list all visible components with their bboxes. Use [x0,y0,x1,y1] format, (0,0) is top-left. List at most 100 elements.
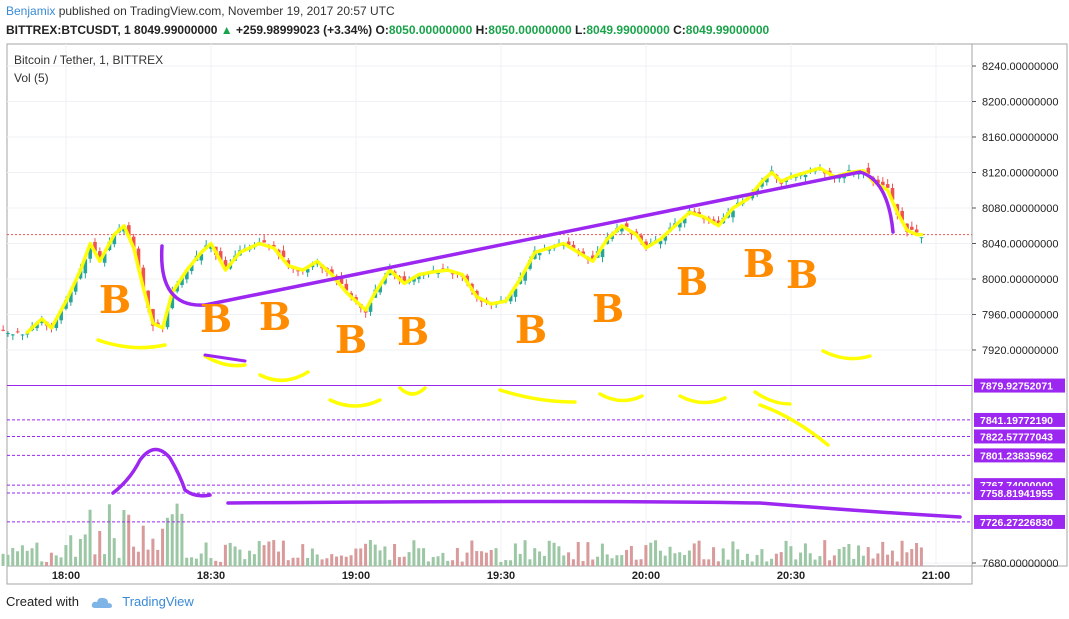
candle-body [136,248,141,269]
volume-bar [446,560,450,566]
volume-bar [98,530,102,566]
volume-bar [673,553,677,566]
time-tick-label: 20:30 [777,570,805,582]
volume-bar [513,543,517,566]
volume-bar [755,554,759,566]
volume-bar [291,557,295,566]
close-label: C: [673,23,686,37]
candle-body [436,272,440,274]
volume-bar [25,550,29,566]
volume-bar [315,554,319,566]
symbol-label: BITTREX:BTCUSDT, 1 [6,23,131,37]
chart-title: Bitcoin / Tether, 1, BITTREX [14,53,163,67]
volume-bar [30,548,34,566]
volume-bar [460,561,464,566]
highlight-dash [328,398,382,408]
candle-body [581,251,585,255]
volume-bar [605,554,609,566]
b-annotation: B [200,296,232,341]
volume-bar [325,558,329,566]
volume-bar [88,509,92,566]
symbol-header: BITTREX:BTCUSDT, 1 8049.99000000 ▲ +259.… [6,23,769,37]
author-link[interactable]: Benjamix [6,4,56,18]
candle-body [881,181,885,186]
b-annotation: B [676,259,708,304]
level-label-box [974,378,1065,393]
candle-body [508,293,513,302]
volume-bar [35,542,39,566]
volume-bar [112,538,116,566]
candle-body [305,268,310,273]
volume-bar [330,554,334,566]
volume-bar [248,550,252,566]
candle-body [600,248,605,258]
candle-body [663,235,668,241]
volume-bar [634,559,638,566]
volume-bar [562,555,566,566]
volume-bar [378,550,382,566]
volume-bar [185,557,189,566]
volume-bar [141,525,145,566]
highlight-dash [678,394,727,405]
volume-bar [180,513,184,566]
volume-bar [165,517,169,566]
candle-body [731,210,735,218]
volume-bar [818,556,822,566]
volume-bar [813,559,817,566]
low-label: L: [575,23,587,37]
candle-body [591,255,595,260]
volume-bar [837,548,841,566]
low-value: 8049.99000000 [586,23,670,37]
volume-bar [890,550,894,566]
volume-bar [770,558,774,566]
volume-bar [20,545,24,566]
volume-bar [170,514,174,566]
time-tick-label: 20:00 [632,570,660,582]
b-annotation: B [786,252,818,297]
volume-bar [214,560,218,566]
candle-body [165,309,170,328]
volume-bar [339,555,343,566]
candle-body [88,244,92,259]
highlight-dash [758,403,830,447]
tradingview-link[interactable]: TradingView [122,594,194,609]
volume-bar [639,559,643,566]
volume-bar [455,547,459,566]
volume-bar [523,540,527,566]
created-with-text: Created with [6,594,79,609]
level-label-box [974,429,1065,444]
b-annotation: B [592,286,624,331]
candle-body [170,290,175,309]
level-label-box [974,448,1065,463]
volume-bar [895,561,899,566]
candle-body [368,302,373,312]
level-label-box [974,412,1065,427]
volume-sketch [111,447,212,498]
close-value: 8049.99000000 [685,23,770,37]
volume-bar [107,504,111,566]
volume-bar [663,555,667,566]
volume-bar [219,561,223,566]
volume-bar [784,540,788,566]
candle-body [624,223,629,227]
price-tick-label: 8160.00000000 [982,132,1058,144]
b-annotation: B [743,241,775,286]
volume-bar [233,546,237,566]
candle-body [1,329,5,331]
volume-bar [596,556,600,566]
candle-body [272,244,276,247]
volume-bar [431,556,435,566]
price-tick-label: 8080.00000000 [982,203,1058,215]
volume-bar [281,540,285,566]
volume-bar [122,510,126,566]
volume-bar [915,543,919,566]
trend-mark [203,353,247,363]
volume-bar [876,553,880,566]
candle-body [571,244,576,249]
price-tick-label: 8000.00000000 [982,274,1058,286]
volume-bar [417,548,421,566]
volume-bar [774,553,778,566]
volume-bar [494,548,498,566]
volume-bar [422,548,426,566]
